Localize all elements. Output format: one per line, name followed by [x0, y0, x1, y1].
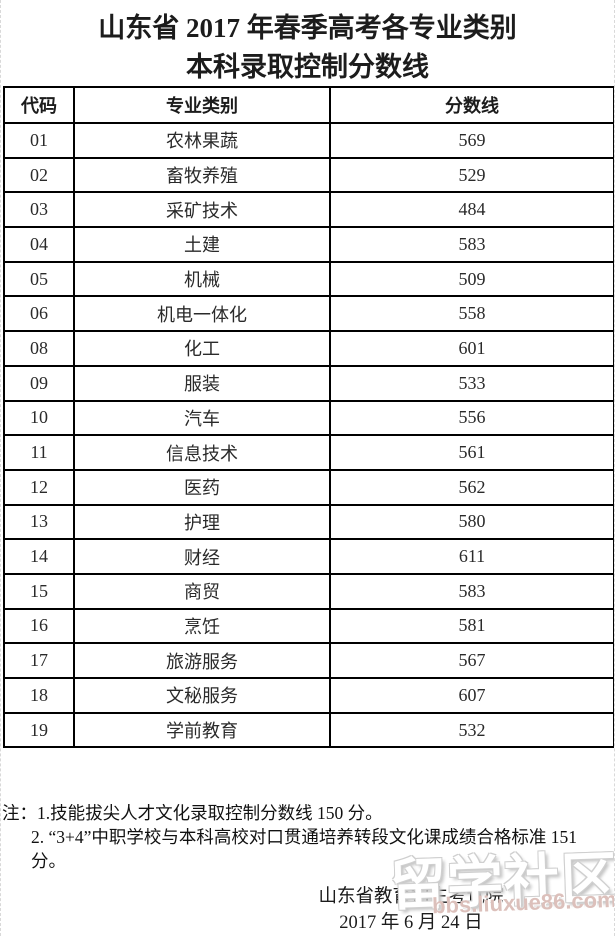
header-code: 代码: [3, 86, 75, 124]
score-cell: 556: [329, 399, 614, 437]
code-cell: 02: [3, 156, 75, 194]
code-cell: 12: [3, 468, 75, 506]
table-row: 13 护理 580: [3, 503, 614, 541]
score-cell: 558: [329, 295, 614, 333]
score-table-body: 01 农林果蔬 569 02 畜牧养殖 529 03 采矿技术 484 04 土建 583 05 机械 50…: [3, 122, 614, 749]
code-cell: 11: [3, 434, 75, 471]
score-cell: 581: [329, 607, 614, 645]
table-row: 08 化工 601: [3, 330, 614, 367]
page-title-line1: 山东省 2017 年春季高考各专业类别: [98, 13, 517, 43]
code-cell: 18: [3, 677, 75, 714]
table-row: 15 商贸 583: [3, 572, 614, 610]
table-row: 11 信息技术 561: [3, 434, 614, 471]
category-cell: 畜牧养殖: [73, 156, 331, 194]
note-line-2: 2. “3+4”中职学校与本科高校对口贯通培养转段文化课成绩合格标准 151 分…: [31, 827, 578, 871]
code-cell: 19: [3, 711, 75, 749]
signature-block: 山东省教育招生考试院 2017 年 6 月 24 日: [296, 884, 526, 936]
category-cell: 学前教育: [73, 711, 331, 749]
table-row: 17 旅游服务 567: [3, 642, 614, 679]
category-cell: 农林果蔬: [73, 122, 331, 159]
header-score: 分数线: [329, 86, 614, 124]
score-cell: 562: [329, 468, 614, 506]
score-cell: 567: [329, 642, 614, 679]
category-cell: 旅游服务: [73, 642, 331, 679]
code-cell: 01: [3, 122, 75, 159]
code-cell: 03: [3, 191, 75, 229]
category-cell: 机械: [73, 260, 331, 298]
score-cell: 569: [329, 122, 614, 159]
category-cell: 商贸: [73, 572, 331, 610]
code-cell: 10: [3, 399, 75, 437]
page-title-line2: 本科录取控制分数线: [186, 52, 429, 82]
category-cell: 土建: [73, 226, 331, 263]
category-cell: 信息技术: [73, 434, 331, 471]
score-cell: 484: [329, 191, 614, 229]
table-row: 01 农林果蔬 569: [3, 122, 614, 159]
code-cell: 06: [3, 295, 75, 333]
score-cell: 601: [329, 330, 614, 367]
code-cell: 14: [3, 538, 75, 575]
code-cell: 16: [3, 607, 75, 645]
code-cell: 15: [3, 572, 75, 610]
score-cell: 529: [329, 156, 614, 194]
note-line-1: 注：1.技能拔尖人才文化录取控制分数线 150 分。: [2, 803, 383, 823]
table-row: 10 汽车 556: [3, 399, 614, 437]
category-cell: 护理: [73, 503, 331, 541]
score-cell: 580: [329, 503, 614, 541]
table-row: 02 畜牧养殖 529: [3, 156, 614, 194]
table-row: 16 烹饪 581: [3, 607, 614, 645]
code-cell: 09: [3, 364, 75, 402]
code-cell: 08: [3, 330, 75, 367]
category-cell: 化工: [73, 330, 331, 367]
table-header-row: 代码 专业类别 分数线: [3, 86, 614, 124]
category-cell: 采矿技术: [73, 191, 331, 229]
table-row: 12 医药 562: [3, 468, 614, 506]
score-cell: 583: [329, 226, 614, 263]
score-cell: 611: [329, 538, 614, 575]
issue-date: 2017 年 6 月 24 日: [339, 913, 483, 933]
category-cell: 机电一体化: [73, 295, 331, 333]
issuer-name: 山东省教育招生考试院: [318, 887, 504, 907]
score-table: 代码 专业类别 分数线 01 农林果蔬 569 02 畜牧养殖 529 03 采矿技术 484 0…: [3, 86, 614, 749]
category-cell: 烹饪: [73, 607, 331, 645]
score-cell: 509: [329, 260, 614, 298]
category-cell: 汽车: [73, 399, 331, 437]
score-cell: 532: [329, 711, 614, 749]
score-cell: 607: [329, 677, 614, 714]
code-cell: 04: [3, 226, 75, 263]
code-cell: 13: [3, 503, 75, 541]
category-cell: 文秘服务: [73, 677, 331, 714]
header-category: 专业类别: [73, 86, 331, 124]
table-row: 18 文秘服务 607: [3, 677, 614, 714]
table-row: 14 财经 611: [3, 538, 614, 575]
score-cell: 561: [329, 434, 614, 471]
table-row: 04 土建 583: [3, 226, 614, 263]
category-cell: 财经: [73, 538, 331, 575]
code-cell: 05: [3, 260, 75, 298]
notes-block: 注：1.技能拔尖人才文化录取控制分数线 150 分。 2. “3+4”中职学校与…: [1, 801, 614, 873]
score-cell: 583: [329, 572, 614, 610]
table-row: 06 机电一体化 558: [3, 295, 614, 333]
code-cell: 17: [3, 642, 75, 679]
table-row: 19 学前教育 532: [3, 711, 614, 749]
table-row: 03 采矿技术 484: [3, 191, 614, 229]
table-row: 09 服装 533: [3, 364, 614, 402]
table-row: 05 机械 509: [3, 260, 614, 298]
category-cell: 医药: [73, 468, 331, 506]
category-cell: 服装: [73, 364, 331, 402]
score-cell: 533: [329, 364, 614, 402]
